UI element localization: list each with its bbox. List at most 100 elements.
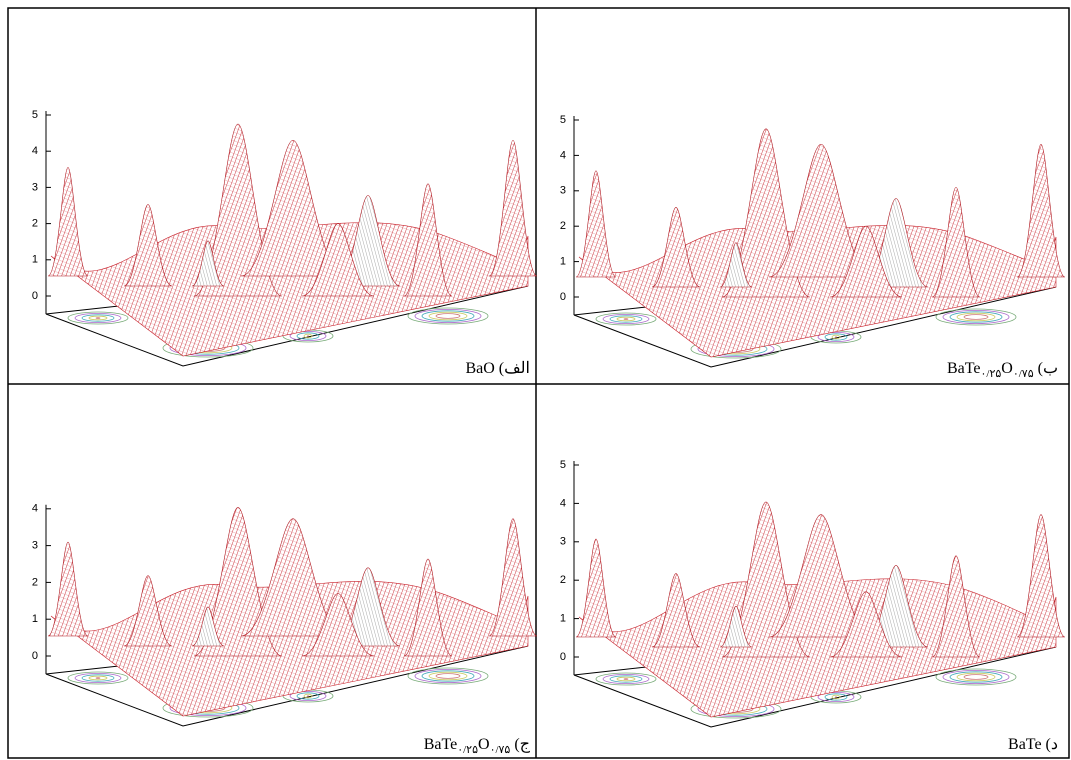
formula-subscript: ۰/۲۵ [980,368,1002,381]
y-tick-label: 1 [560,256,566,268]
contour [595,672,657,686]
contour [817,692,855,703]
contour [303,333,313,339]
surface-peak [575,538,617,638]
contour [956,672,996,682]
contour [435,313,461,319]
y-tick-label: 3 [32,540,38,552]
contour [963,314,989,320]
panel-label: د) [1045,736,1058,753]
contour [421,670,475,682]
contour [421,310,475,322]
contour [824,333,848,341]
panel-caption: د) BaTe [1004,734,1062,754]
surface-peak [301,593,375,657]
contour [942,309,1010,324]
contour [303,693,313,699]
surface-peak [191,606,225,647]
contour [74,673,122,684]
contour [296,332,320,340]
surface-peak [47,167,89,277]
y-tick-label: 4 [560,149,566,161]
formula-subscript: ۰/۲۵ [457,744,478,757]
formula: BaTe۰/۲۵O۰/۷۵ [423,736,511,757]
surface-peak [575,170,617,278]
contour [428,311,468,321]
contour [435,673,461,679]
contour [609,315,643,323]
surface-peak [403,183,453,297]
surface-peak [1016,514,1066,638]
contour [407,667,489,685]
y-tick-label: 4 [32,503,38,515]
contour [949,311,1003,323]
contour [935,668,1017,686]
table-border [7,7,1070,759]
contour [602,313,650,324]
y-tick-label: 0 [560,291,566,303]
surface-peak [123,575,173,647]
contour [289,330,327,341]
surface-plot [45,123,538,367]
contour [81,674,115,682]
contour [289,691,327,702]
formula: BaTe۰/۲۵O۰/۷۵ [946,360,1034,381]
formula-text: BaO [465,360,495,377]
y-tick-label: 5 [560,114,566,126]
y-tick-label: 2 [560,574,566,586]
y-tick-label: 2 [32,576,38,588]
surface-plot [573,501,1066,728]
formula-text: BaTe [946,360,981,377]
panel-caption: ب) BaTe۰/۲۵O۰/۷۵ [942,358,1062,381]
surface-peak [47,541,89,637]
surface-peak [1016,143,1066,278]
formula-text: O [1001,360,1013,377]
y-tick-label: 0 [32,650,38,662]
y-tick-label: 5 [32,109,38,121]
y-tick-label: 4 [560,497,566,509]
contour [831,334,841,340]
contour [609,675,643,683]
contour [414,669,482,684]
contour [307,695,309,697]
y-tick-label: 0 [560,651,566,663]
formula-text: O [478,736,490,753]
surface-peak [829,591,903,658]
contour [428,671,468,681]
surface-peak [301,223,375,297]
contour [296,692,320,700]
contour [942,670,1010,685]
y-tick-label: 3 [560,536,566,548]
y-tick-label: 1 [32,254,38,266]
surface-plot [45,507,538,727]
contour [835,696,837,698]
surface-peak [651,573,701,648]
contour [95,677,101,679]
contour [595,312,657,326]
y-tick-label: 2 [32,218,38,230]
contour [88,315,108,321]
surface-peak [931,186,981,298]
surface-peak [651,207,701,288]
y-tick-label: 3 [560,185,566,197]
surface-peak [931,555,981,658]
formula: BaO [465,360,494,377]
y-tick-label: 1 [560,613,566,625]
formula-subscript: ۰/۷۵ [1012,368,1034,381]
surface-peak [123,204,173,287]
formula: BaTe [1008,736,1042,753]
contour [602,674,650,685]
contour [88,675,108,681]
panel-caption: ج) BaTe۰/۲۵O۰/۷۵ [419,734,534,757]
contour [949,671,1003,683]
contour [81,314,115,322]
y-tick-label: 1 [32,613,38,625]
contour [824,693,848,701]
y-tick-label: 2 [560,220,566,232]
formula-text: BaTe [1008,736,1042,753]
y-tick-label: 5 [560,459,566,471]
contour [835,336,837,338]
surface-peak [829,225,903,298]
formula-text: BaTe [423,736,458,753]
